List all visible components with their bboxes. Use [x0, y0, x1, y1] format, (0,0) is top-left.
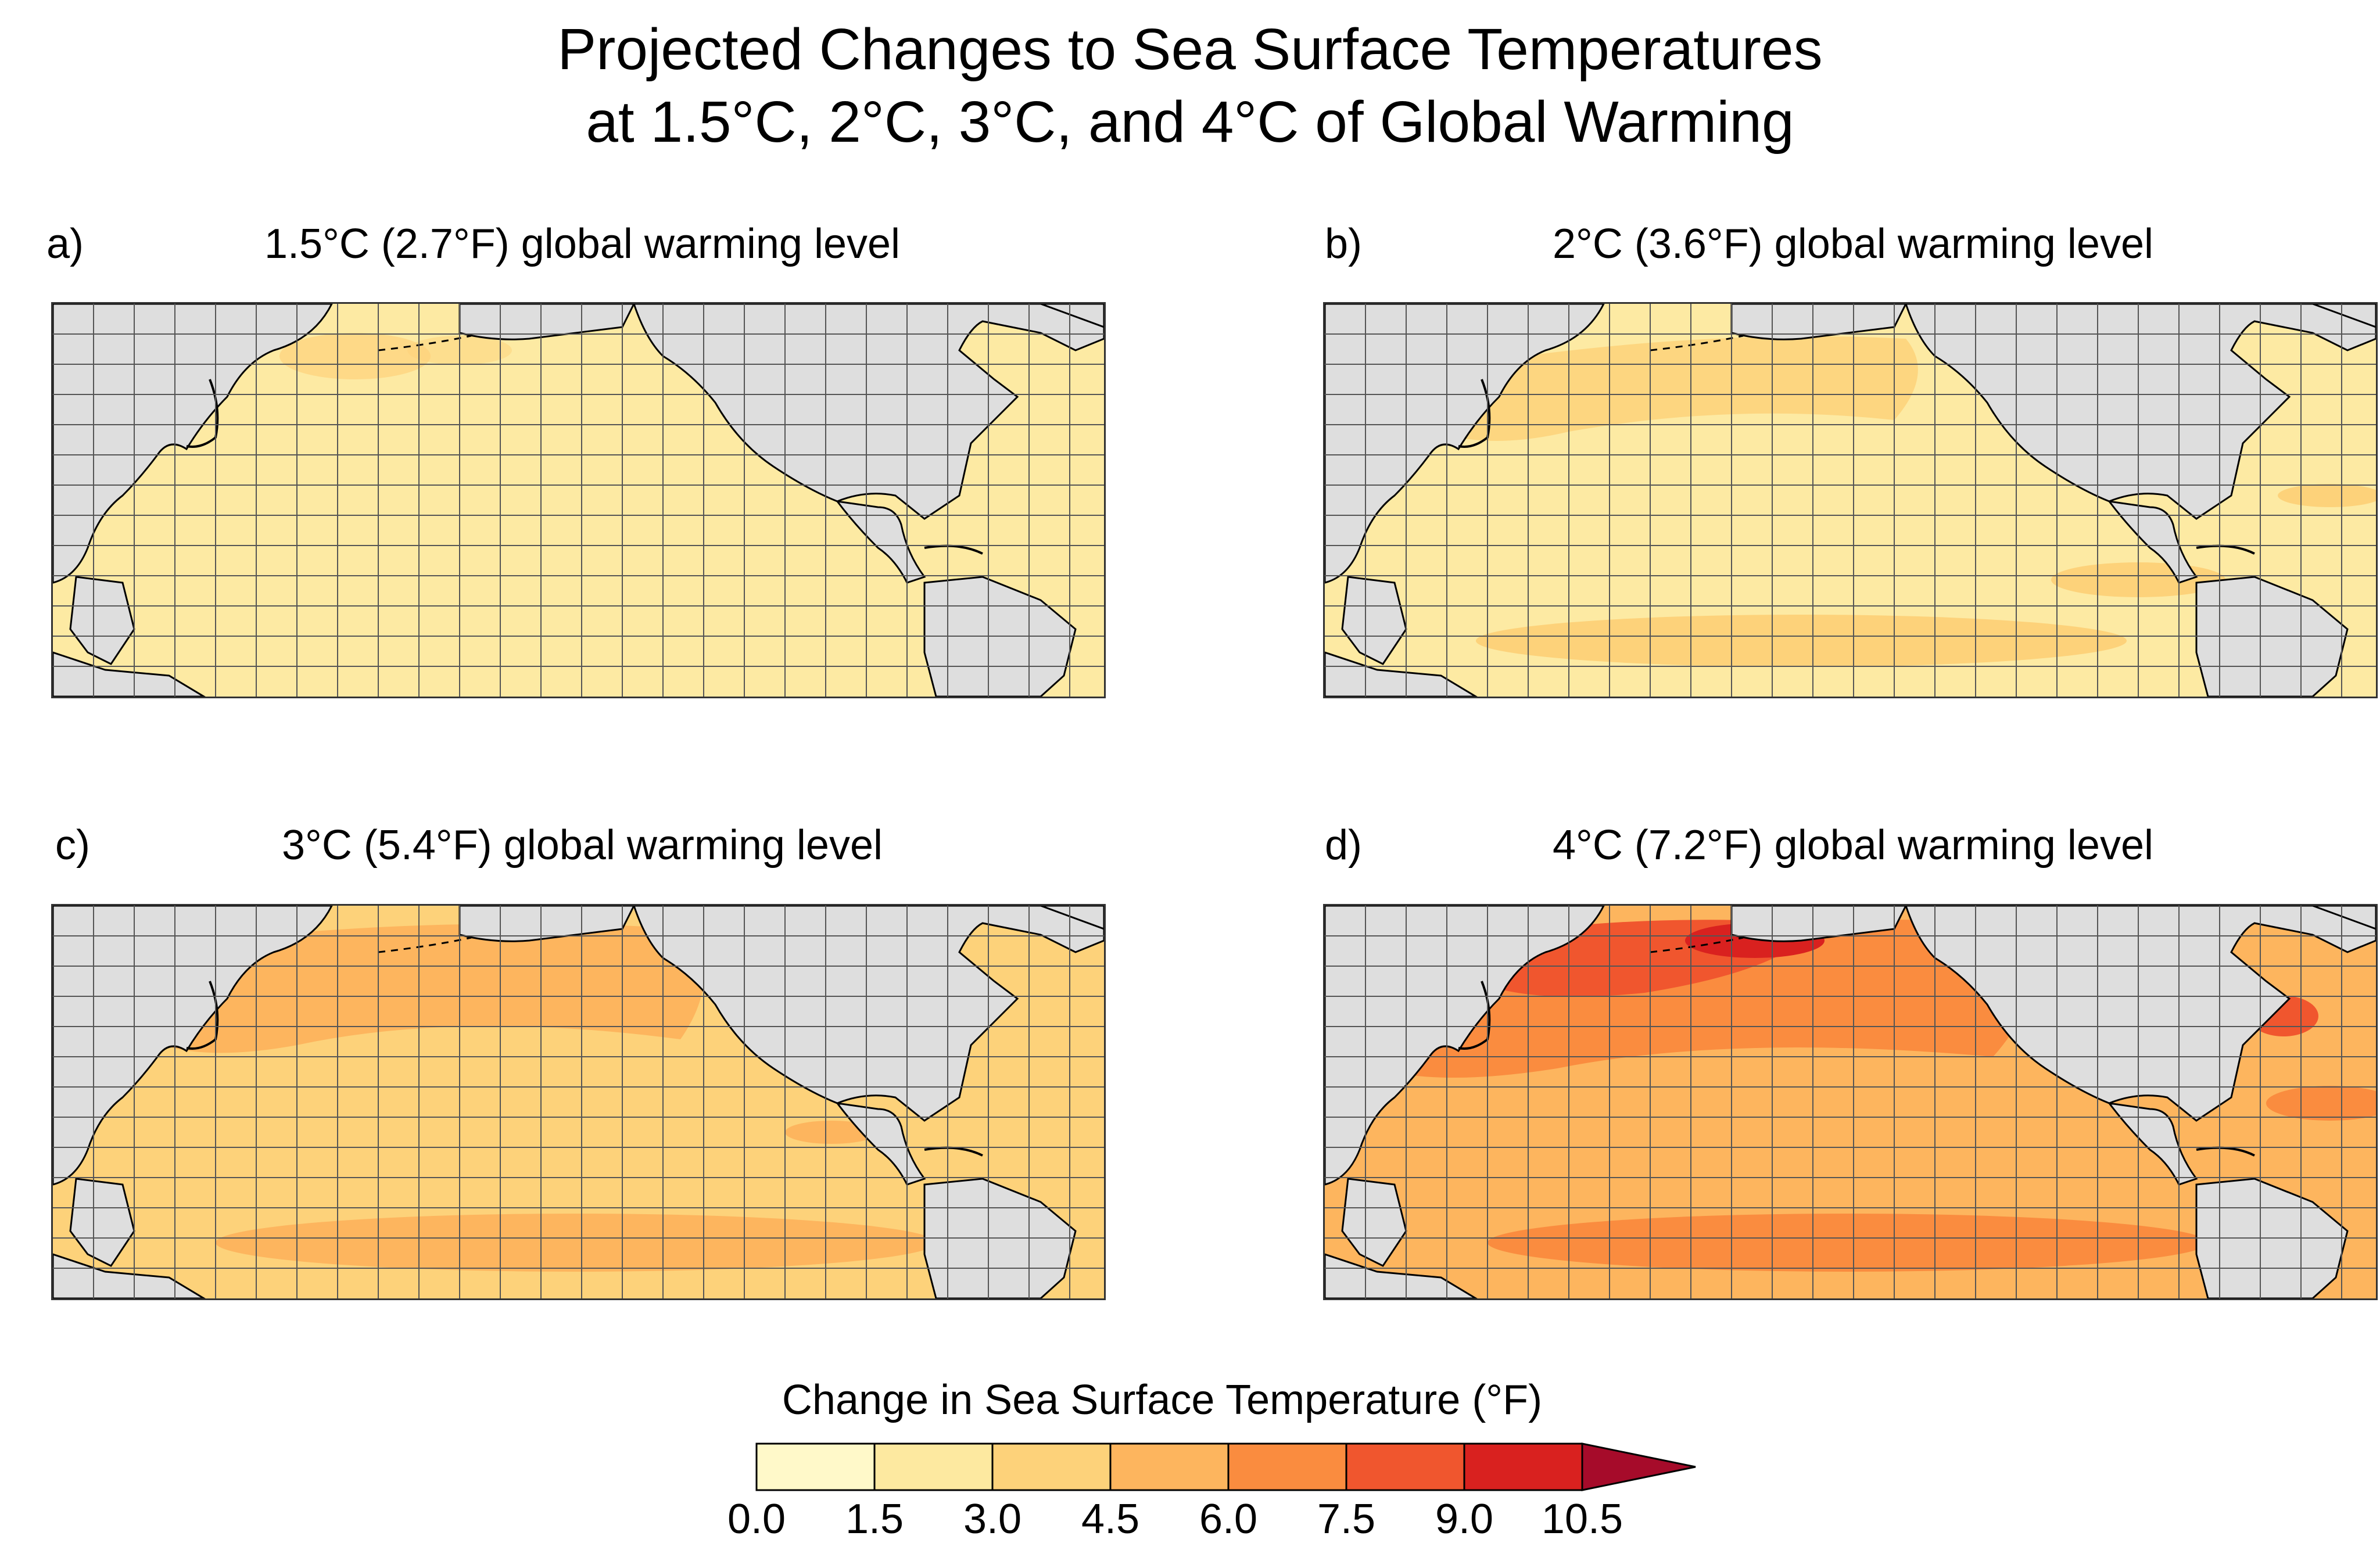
panel-b-letter: b): [1325, 221, 1363, 267]
colorbar-extension-arrow: [1581, 1442, 1696, 1491]
panel-c-map: [51, 904, 1106, 1300]
warm-patch: [2278, 484, 2376, 507]
warm-band-equator: [1488, 1214, 2208, 1272]
panel-c-letter: c): [55, 822, 90, 869]
warm-band-north: [123, 924, 704, 1053]
colorbar-swatch: [1227, 1442, 1347, 1491]
panel-a-letter: a): [46, 221, 84, 267]
colorbar-swatch: [1345, 1442, 1465, 1491]
figure-title-line-2: at 1.5°C, 2°C, 3°C, and 4°C of Global Wa…: [586, 89, 1794, 155]
panel-d-map: [1323, 904, 2378, 1300]
panel-b-svg: [1325, 304, 2376, 697]
colorbar-swatch: [1109, 1442, 1230, 1491]
panel-a-map: [51, 302, 1106, 698]
colorbar-tick-label: 6.0: [1199, 1496, 1258, 1542]
panel-b-title: 2°C (3.6°F) global warming level: [1553, 221, 2153, 267]
figure-title-line-1: Projected Changes to Sea Surface Tempera…: [557, 17, 1823, 82]
warm-band-north: [1412, 336, 1918, 441]
panel-b-map: [1323, 302, 2378, 698]
colorbar: [755, 1442, 1696, 1491]
legend-title: Change in Sea Surface Temperature (°F): [782, 1377, 1543, 1423]
colorbar-tick-label: 1.5: [845, 1496, 904, 1542]
colorbar-tick-label: 9.0: [1435, 1496, 1494, 1542]
panel-d-letter: d): [1325, 822, 1363, 869]
colorbar-tick-label: 4.5: [1081, 1496, 1140, 1542]
colorbar-tick-label: 7.5: [1317, 1496, 1376, 1542]
panel-d-svg: [1325, 906, 2376, 1298]
warm-band-equator: [216, 1214, 936, 1272]
warm-patch: [279, 333, 431, 379]
warm-patch: [2266, 1086, 2376, 1121]
colorbar-swatch: [1463, 1442, 1583, 1491]
warm-patch: [785, 1121, 878, 1144]
colorbar-swatch: [873, 1442, 994, 1491]
colorbar-tick-label: 0.0: [727, 1496, 786, 1542]
panel-a-title: 1.5°C (2.7°F) global warming level: [264, 221, 901, 267]
panel-d-title: 4°C (7.2°F) global warming level: [1553, 822, 2153, 869]
panel-a-svg: [53, 304, 1104, 697]
colorbar-tick-label: 3.0: [963, 1496, 1022, 1542]
colorbar-swatch: [991, 1442, 1112, 1491]
panel-c-title: 3°C (5.4°F) global warming level: [282, 822, 883, 869]
panel-c-svg: [53, 906, 1104, 1298]
colorbar-swatch: [755, 1442, 876, 1491]
warm-band-equator: [1476, 615, 2127, 667]
colorbar-tick-label: 10.5: [1541, 1496, 1623, 1542]
